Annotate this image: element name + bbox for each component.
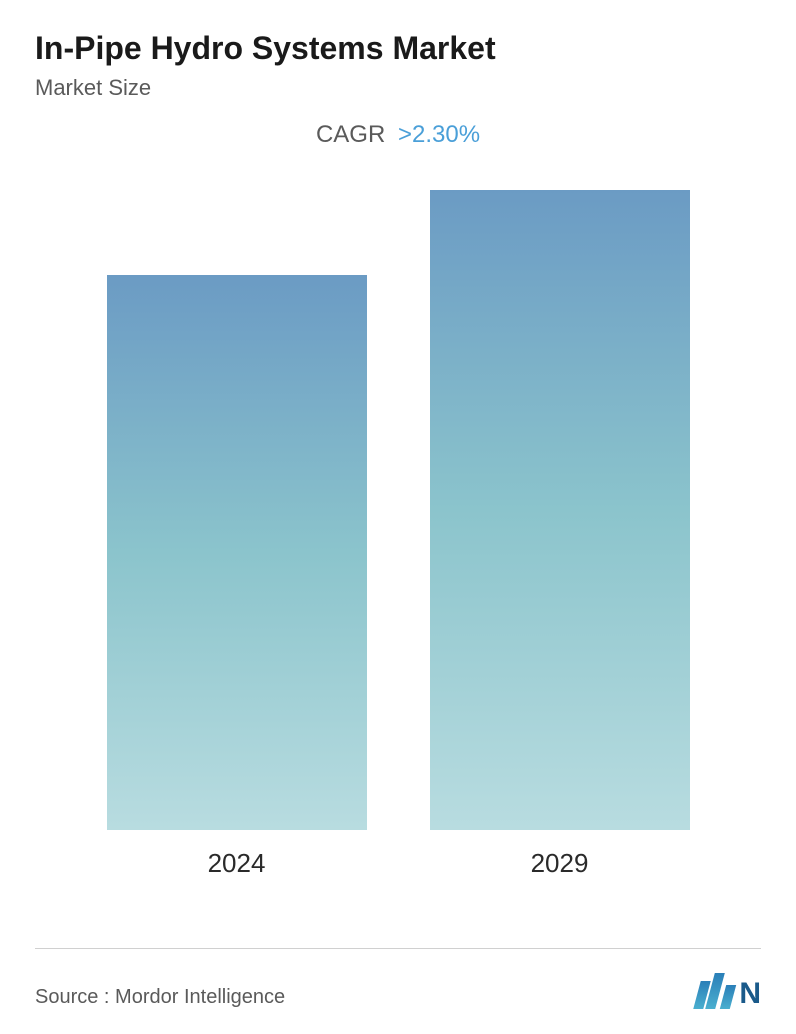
source-label: Source : [35, 986, 109, 1008]
bar-2024 [107, 275, 367, 830]
cagr-label: CAGR [316, 121, 385, 148]
bar-label-2029: 2029 [531, 848, 589, 879]
source-text: Source : Mordor Intelligence [35, 986, 285, 1009]
logo-bars-icon [697, 969, 733, 1009]
logo-letter: N [739, 979, 761, 1009]
bar-2029 [430, 190, 690, 830]
mordor-logo-icon: N [697, 969, 761, 1009]
bar-chart: 2024 2029 [35, 229, 761, 879]
bar-wrapper-2024: 2024 [107, 275, 367, 879]
bar-label-2024: 2024 [208, 848, 266, 879]
chart-subtitle: Market Size [35, 75, 761, 101]
cagr-container: CAGR >2.30% [35, 121, 761, 149]
logo-bar-3 [720, 985, 736, 1009]
bar-wrapper-2029: 2029 [430, 190, 690, 879]
chart-title: In-Pipe Hydro Systems Market [35, 30, 761, 67]
cagr-value: >2.30% [398, 121, 480, 148]
chart-footer: Source : Mordor Intelligence N [35, 948, 761, 1009]
source-name: Mordor Intelligence [115, 986, 285, 1008]
